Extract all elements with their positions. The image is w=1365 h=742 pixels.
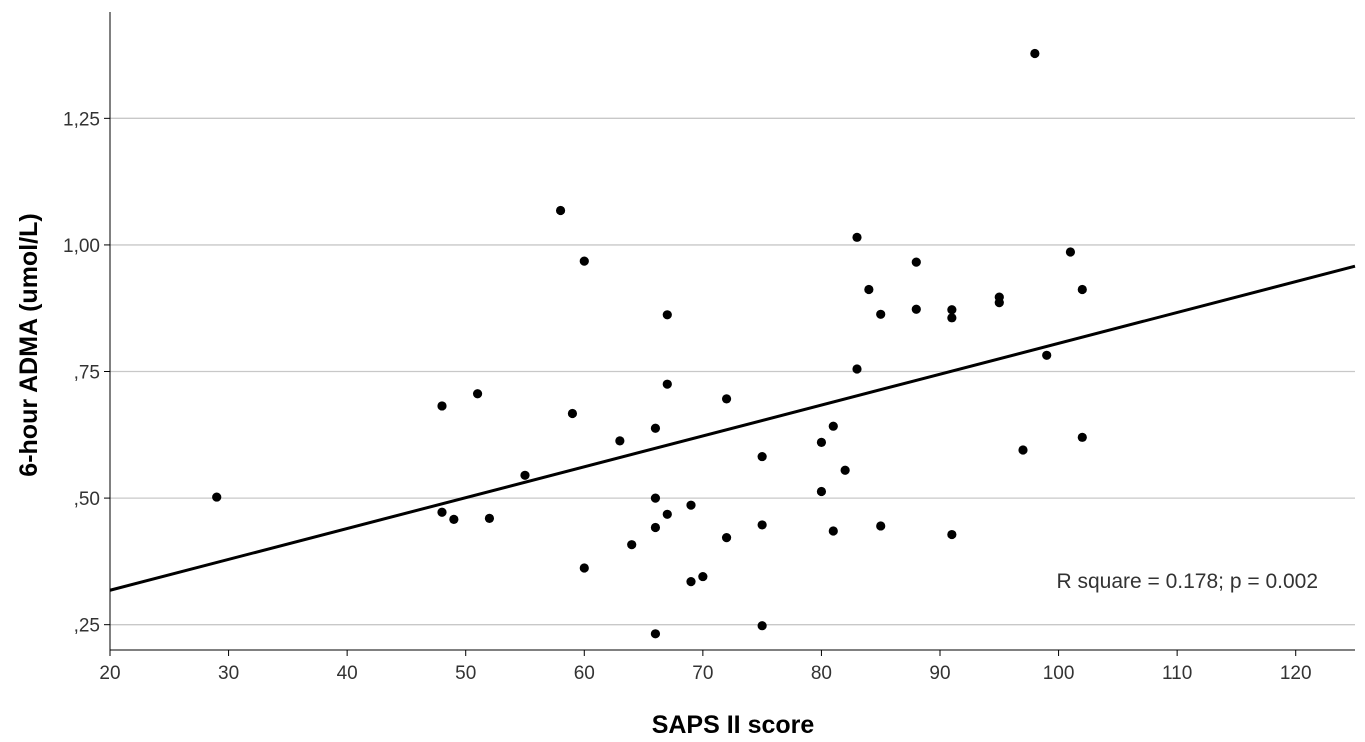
x-tick-label: 20 <box>99 663 120 684</box>
data-point <box>840 465 850 475</box>
x-tick-label: 70 <box>692 663 713 684</box>
data-point <box>662 310 672 320</box>
data-point <box>911 304 921 314</box>
data-point <box>828 526 838 536</box>
x-tick-label: 120 <box>1280 663 1312 684</box>
fit-annotation: R square = 0.178; p = 0.002 <box>1056 570 1318 593</box>
data-point <box>437 507 447 517</box>
y-tick-label: 1,25 <box>63 109 100 130</box>
data-point <box>555 205 566 216</box>
y-tick-label: ,75 <box>74 363 100 384</box>
data-point <box>472 389 483 399</box>
y-tick-label: ,25 <box>74 616 100 637</box>
data-point <box>721 394 732 404</box>
data-point <box>1042 350 1052 360</box>
x-tick-label: 60 <box>574 663 595 684</box>
data-point <box>698 571 708 582</box>
y-axis-title: 6-hour ADMA (umol/L) <box>15 213 43 476</box>
data-point <box>662 379 672 389</box>
data-point <box>876 521 886 531</box>
data-point <box>721 532 732 543</box>
data-point <box>650 423 661 433</box>
x-tick-label: 50 <box>455 663 476 684</box>
data-point <box>615 436 625 446</box>
data-point <box>876 309 886 319</box>
data-point <box>864 284 874 295</box>
gridlines <box>110 117 1355 626</box>
data-point <box>852 364 862 374</box>
data-point <box>627 540 637 550</box>
data-point <box>212 492 222 502</box>
data-point <box>828 421 838 431</box>
x-tick-label: 40 <box>337 663 358 684</box>
data-point <box>757 621 767 631</box>
fit-line-group <box>109 264 1356 592</box>
x-tick-label: 110 <box>1162 663 1192 684</box>
data-point <box>662 509 672 519</box>
data-point <box>650 522 661 533</box>
data-point <box>947 305 957 315</box>
data-point <box>947 313 957 323</box>
data-point <box>994 298 1004 308</box>
data-point <box>1065 247 1076 257</box>
y-ticks: ,25 ,50 ,75 1,00 1,25 <box>63 109 110 637</box>
data-point <box>1018 445 1028 455</box>
x-tick-label: 30 <box>218 663 239 684</box>
y-tick-label: ,50 <box>74 489 100 510</box>
x-tick-label: 80 <box>811 663 832 684</box>
data-point <box>852 232 862 242</box>
data-point <box>579 563 589 573</box>
data-point <box>520 470 530 480</box>
data-point <box>567 408 578 419</box>
y-tick-label: 1,00 <box>63 236 100 257</box>
data-point <box>1030 48 1040 59</box>
data-point <box>911 257 921 267</box>
data-point <box>686 577 696 587</box>
data-point <box>816 437 827 447</box>
regression-line <box>109 264 1356 592</box>
x-ticks: 20 30 40 50 60 70 80 90 100 110 120 <box>99 650 1312 684</box>
data-point <box>650 629 661 639</box>
data-point <box>816 486 827 497</box>
data-point <box>757 520 767 530</box>
axes <box>109 12 1355 651</box>
x-axis-title: SAPS II score <box>652 711 815 739</box>
data-point <box>437 401 447 411</box>
x-tick-label: 90 <box>929 663 950 684</box>
data-points <box>212 48 1087 639</box>
data-point <box>757 451 767 462</box>
data-point <box>686 500 696 510</box>
x-tick-label: 100 <box>1043 663 1075 684</box>
data-point <box>947 529 957 540</box>
data-point <box>650 493 661 503</box>
data-point <box>449 514 459 524</box>
data-point <box>579 256 589 266</box>
data-point <box>1077 432 1087 442</box>
data-point <box>1077 284 1087 295</box>
data-point <box>484 513 495 523</box>
